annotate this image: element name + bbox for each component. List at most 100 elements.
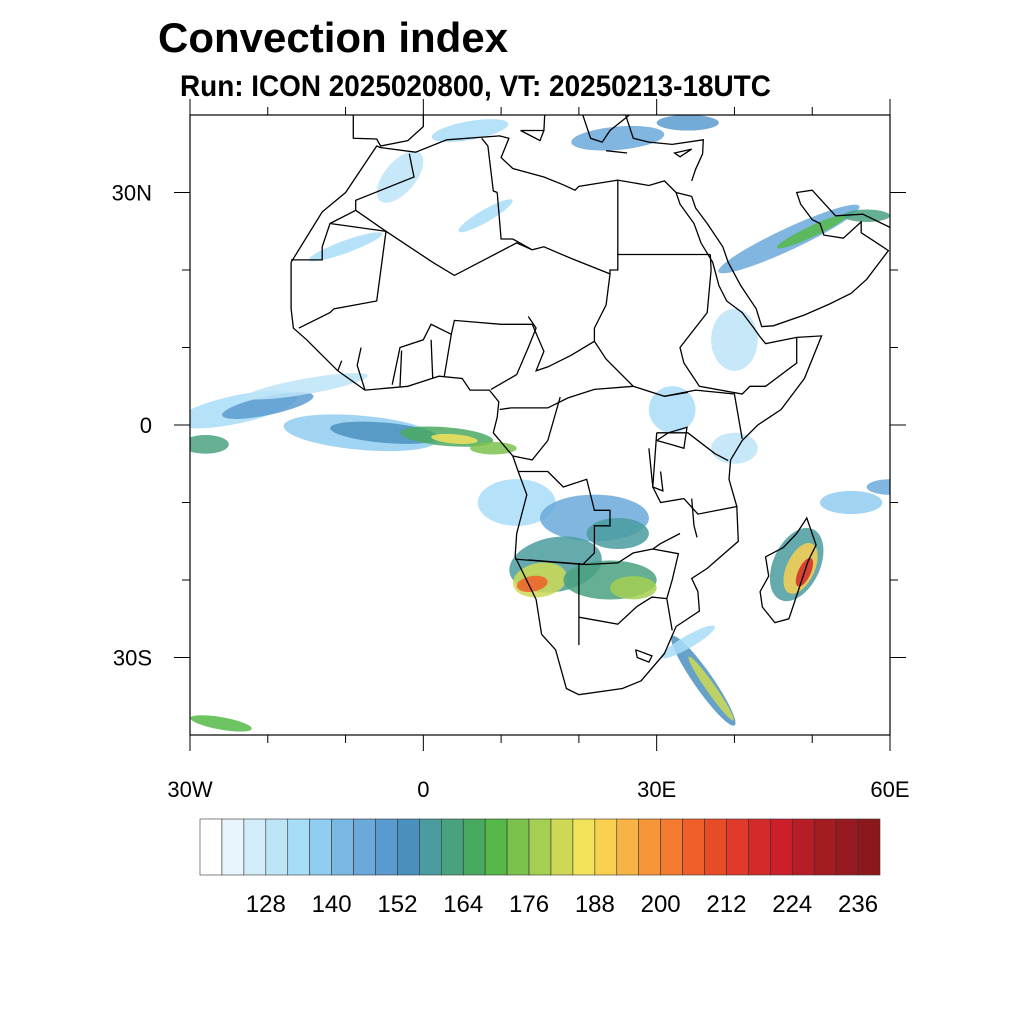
colorbar-label: 152 xyxy=(377,891,417,918)
colorbar-swatch xyxy=(309,818,332,876)
colorbar-swatch xyxy=(221,818,245,876)
colorbar: 128 140 152 164 176 188 200 212 224 236 xyxy=(199,818,881,918)
convection-cell xyxy=(688,656,734,721)
colorbar-swatch xyxy=(199,818,223,876)
country-border xyxy=(443,334,452,377)
convection-cell xyxy=(819,490,883,515)
colorbar-label: 140 xyxy=(312,891,352,918)
country-border xyxy=(652,548,680,631)
country-border xyxy=(679,254,798,395)
convection-cell xyxy=(190,435,229,454)
country-border xyxy=(298,222,387,329)
colorbar-swatch xyxy=(528,818,552,876)
arabia-coastline xyxy=(675,189,890,328)
convection-cell xyxy=(586,517,649,550)
y-tick-label: 30S xyxy=(113,646,152,671)
lake-tanganyika xyxy=(648,448,664,492)
colorbar-label: 200 xyxy=(641,891,681,918)
convection-cell xyxy=(458,199,513,233)
convection-cell xyxy=(516,575,548,592)
country-border xyxy=(578,596,667,625)
colorbar-swatch xyxy=(616,818,640,876)
levant-coastline xyxy=(624,115,704,182)
country-border xyxy=(490,316,537,390)
convection-cell xyxy=(431,119,509,142)
convection-cell xyxy=(469,442,517,455)
country-border xyxy=(512,396,561,461)
colorbar-swatch xyxy=(682,818,705,876)
x-tick-label: 0 xyxy=(417,777,429,802)
lake-malawi xyxy=(691,498,698,538)
convection-cell xyxy=(866,479,890,495)
colorbar-swatch xyxy=(857,818,881,876)
colorbar-swatch xyxy=(462,818,486,876)
country-border xyxy=(531,324,688,397)
colorbar-swatch xyxy=(353,818,376,876)
coastlines xyxy=(290,115,890,696)
colorbar-label: 212 xyxy=(706,891,746,918)
country-border xyxy=(656,432,729,462)
country-border xyxy=(496,192,533,251)
convection-cell xyxy=(711,432,758,464)
colorbar-swatch xyxy=(375,818,398,876)
crete-coastline xyxy=(606,150,628,154)
convection-cell xyxy=(376,151,424,203)
cyprus-coastline xyxy=(673,148,693,158)
convection-cell xyxy=(308,232,383,262)
convection-field xyxy=(190,115,890,732)
convection-cell xyxy=(477,479,556,526)
convection-cell xyxy=(222,392,314,419)
convection-cell xyxy=(431,433,478,445)
colorbar-label: 224 xyxy=(772,891,812,918)
country-border xyxy=(635,649,653,663)
y-tick-label: 0 xyxy=(140,413,152,438)
country-border xyxy=(652,432,738,515)
colorbar-swatch xyxy=(660,818,683,876)
madagascar-coastline xyxy=(759,516,817,624)
convection-cell xyxy=(245,373,368,400)
country-border xyxy=(337,360,343,372)
convection-cell xyxy=(190,715,252,732)
colorbar-swatch xyxy=(484,818,508,876)
country-border xyxy=(356,347,366,391)
colorbar-swatch xyxy=(726,818,749,876)
convection-cell xyxy=(571,125,665,151)
country-border xyxy=(291,153,415,261)
convection-cell xyxy=(711,308,758,371)
colorbar-label: 188 xyxy=(575,891,615,918)
colorbar-swatch xyxy=(835,818,859,876)
convection-cell xyxy=(648,386,696,433)
colorbar-swatch xyxy=(748,818,771,876)
x-tick-label: 60E xyxy=(870,777,909,802)
sicily-coastline xyxy=(520,129,545,142)
x-tick-label: 30E xyxy=(637,777,676,802)
colorbar-swatch xyxy=(594,818,618,876)
country-border xyxy=(430,339,434,378)
convection-cell xyxy=(660,625,715,659)
colorbar-swatch xyxy=(791,818,815,876)
italy-coastline xyxy=(543,115,546,131)
country-border xyxy=(515,470,611,566)
colorbar-swatch xyxy=(704,818,727,876)
greece-coastline xyxy=(582,115,630,143)
country-border xyxy=(399,350,403,387)
lake-victoria xyxy=(655,426,688,450)
convection-cell xyxy=(609,576,657,600)
y-tick-label: 30N xyxy=(112,181,152,206)
colorbar-swatch xyxy=(813,818,837,876)
colorbar-swatch xyxy=(397,818,420,876)
colorbar-label: 164 xyxy=(443,891,483,918)
x-tick-label: 30W xyxy=(167,777,212,802)
colorbar-swatch xyxy=(506,818,530,876)
colorbar-swatch xyxy=(440,818,464,876)
africa-coastline xyxy=(290,135,823,696)
colorbar-swatch xyxy=(770,818,793,876)
colorbar-label: 236 xyxy=(838,891,878,918)
colorbar-swatch xyxy=(638,818,661,876)
axis-ticks xyxy=(174,99,906,751)
colorbar-swatch xyxy=(287,818,310,876)
colorbar-swatch xyxy=(243,818,267,876)
colorbar-swatch xyxy=(550,818,574,876)
convection-cell xyxy=(656,115,719,131)
